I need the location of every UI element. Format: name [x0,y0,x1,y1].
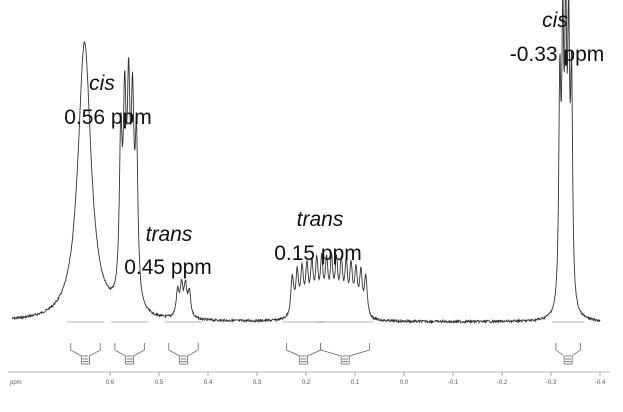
x-tick-label: -0.1 [448,380,459,386]
annotation-shift-045: 0.45 ppm [124,256,212,279]
annotation-shift-015: 0.15 ppm [274,242,362,265]
x-ticks: 0.6 0.5 0.4 0.3 0.2 0.1 0.0 -0.1 -0.2 -0.3 -0.4 [106,372,606,386]
x-tick-label: 0.4 [204,380,213,386]
x-tick-label: -0.4 [595,380,606,386]
integral-bracket [114,343,145,365]
integral-bracket [286,343,322,365]
x-tick-label: 0.3 [253,380,262,386]
integral-bracket [320,343,371,365]
annotation-shift-neg033: -0.33 ppm [510,43,605,66]
annotation-form-cis-neg033: cis [542,9,568,32]
x-tick-label: 0.1 [351,380,360,386]
annotation-form-cis-056: cis [89,72,115,95]
x-tick-label: -0.3 [546,380,557,386]
x-axis-label: ppm [10,380,22,386]
integral-bracket [70,343,101,365]
annotation-form-trans-045: trans [146,223,193,246]
integral-markers [66,321,585,365]
integral-bracket [555,343,581,365]
annotation-form-trans-015: trans [297,208,344,231]
x-tick-label: 0.5 [155,380,164,386]
spectrum-trace [11,0,601,325]
x-tick-label: 0.0 [400,380,409,386]
annotation-shift-056: 0.56 ppm [64,106,152,129]
x-tick-label: -0.2 [497,380,508,386]
integral-bracket [168,343,199,365]
x-tick-label: 0.2 [302,380,311,386]
x-tick-label: 0.6 [106,380,115,386]
